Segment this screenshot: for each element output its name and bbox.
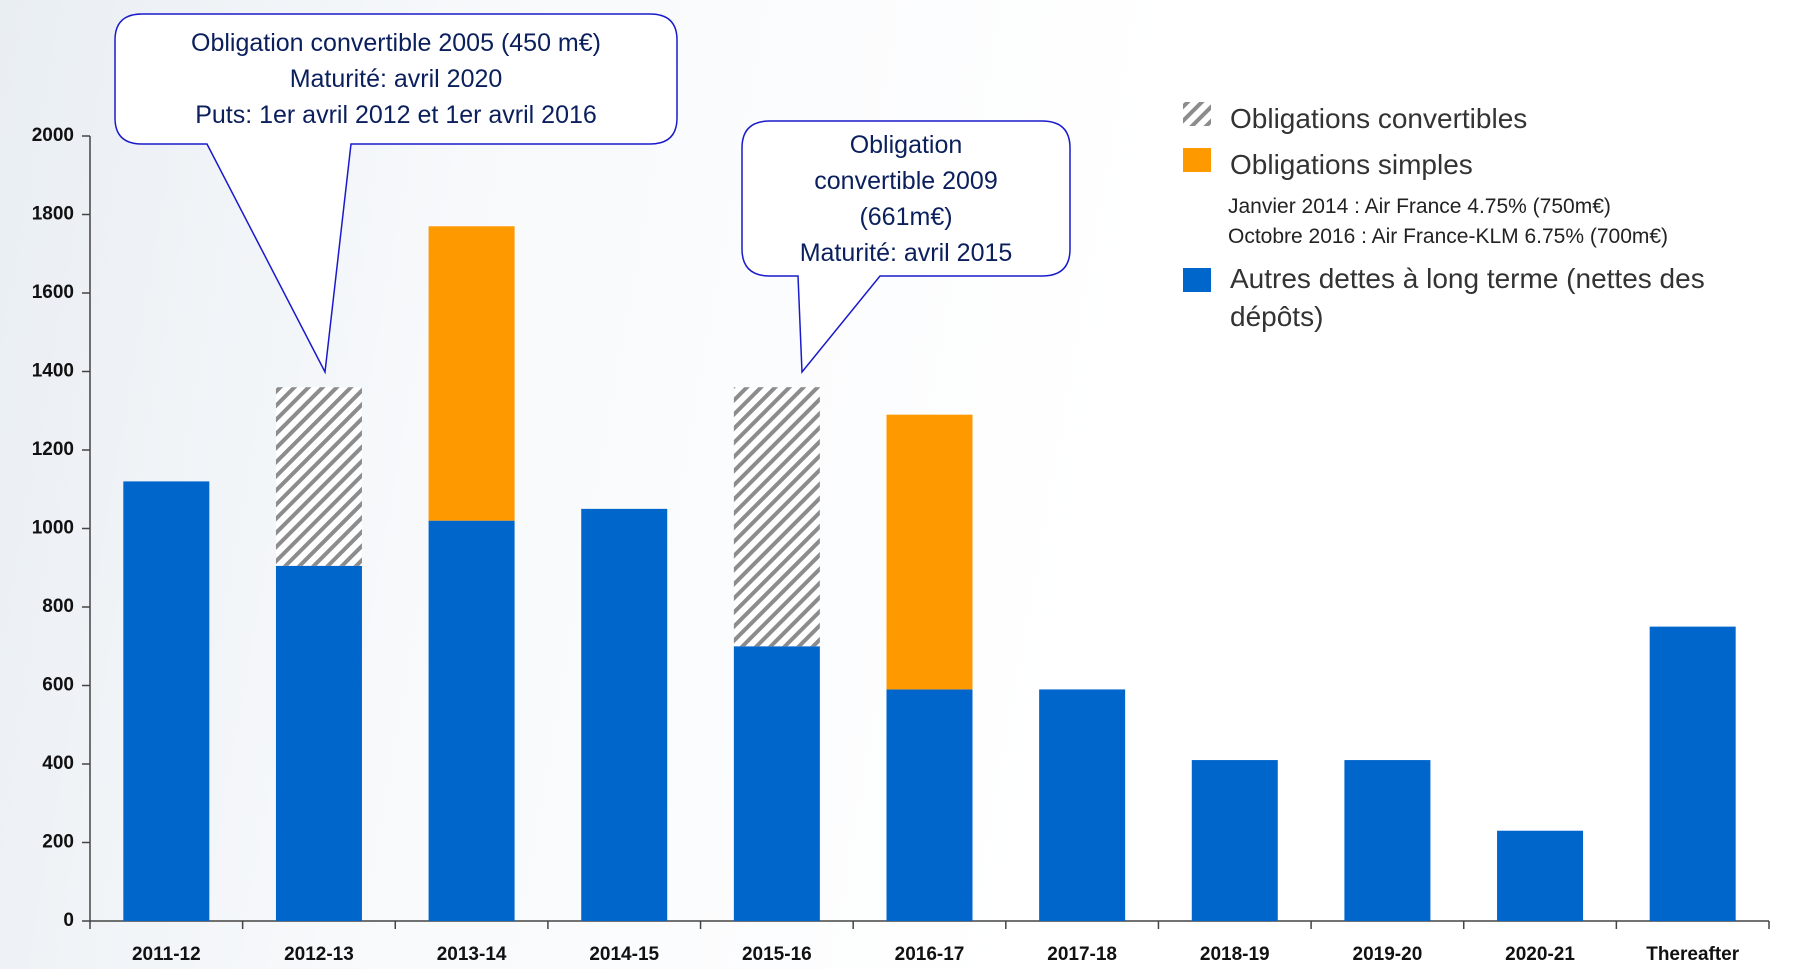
callout-line: Maturité: avril 2020 — [289, 65, 503, 93]
callout-line: Maturité: avril 2015 — [799, 238, 1013, 267]
x-tick-label: 2018-19 — [1200, 944, 1270, 965]
callout-shape — [741, 120, 1071, 375]
y-tick-label: 600 — [42, 675, 74, 696]
bar-segment — [123, 481, 210, 921]
y-tick-label: 200 — [42, 832, 74, 853]
y-tick-label: 1200 — [32, 439, 74, 460]
bar-segment — [1649, 626, 1736, 921]
y-tick-label: 1800 — [32, 204, 74, 225]
legend-swatch — [1183, 268, 1211, 292]
x-tick-label: 2019-20 — [1353, 944, 1423, 965]
callout: Obligation convertible 2009 (661m€) Maturit… — [742, 121, 1070, 276]
x-tick-label: 2012-13 — [284, 944, 354, 965]
legend-note: Janvier 2014 : Air France 4.75% (750m€) — [1228, 195, 1611, 218]
legend-label: Obligations simples — [1230, 149, 1473, 180]
bar-segment — [275, 565, 362, 921]
callout: Obligation convertible 2005 (450 m€) Matu… — [115, 14, 677, 144]
callout-line: Obligation convertible 2005 (450 m€) — [191, 29, 601, 57]
x-tick-label: 2014-15 — [589, 944, 659, 965]
x-tick-label: 2015-16 — [742, 944, 812, 965]
bar-segment — [733, 387, 820, 647]
bar-segment — [886, 414, 973, 690]
legend-label: Autres dettes à long terme (nettes des d… — [1230, 263, 1705, 332]
legend-swatch — [1183, 148, 1211, 172]
callout-shape — [114, 13, 678, 375]
x-tick-label: 2016-17 — [895, 944, 965, 965]
bar-segment — [1039, 689, 1126, 921]
legend-label: Obligations convertibles — [1230, 103, 1528, 134]
bar-segment — [1497, 830, 1584, 921]
y-tick-label: 1400 — [32, 361, 74, 382]
x-tick-label: 2020-21 — [1505, 944, 1575, 965]
callout-line: convertible 2009 — [814, 166, 998, 195]
x-tick-label: 2017-18 — [1047, 944, 1117, 965]
bar-segment — [275, 387, 362, 566]
y-tick-label: 1000 — [32, 518, 74, 539]
bar-segment — [1344, 760, 1431, 921]
x-tick-label: 2011-12 — [132, 944, 201, 965]
bar-segment — [733, 646, 820, 921]
bar-segment — [581, 508, 668, 921]
y-tick-label: 400 — [42, 753, 74, 774]
bar-segment — [428, 520, 515, 921]
x-tick-label: 2013-14 — [437, 944, 507, 965]
bar-segment — [1191, 760, 1278, 921]
y-tick-label: 1600 — [32, 282, 74, 303]
y-tick-label: 2000 — [32, 125, 74, 146]
y-tick-label: 800 — [42, 596, 74, 617]
bar-segment — [428, 226, 515, 521]
callout-line: Puts: 1er avril 2012 et 1er avril 2016 — [195, 101, 597, 129]
legend-swatch — [1183, 102, 1211, 126]
y-tick-label: 0 — [63, 910, 74, 931]
x-tick-label: Thereafter — [1646, 944, 1740, 965]
bar-segment — [886, 689, 973, 921]
callout-line: Obligation — [849, 130, 963, 159]
callout-line: (661m€) — [859, 202, 953, 231]
legend-note: Octobre 2016 : Air France-KLM 6.75% (700… — [1228, 225, 1669, 248]
